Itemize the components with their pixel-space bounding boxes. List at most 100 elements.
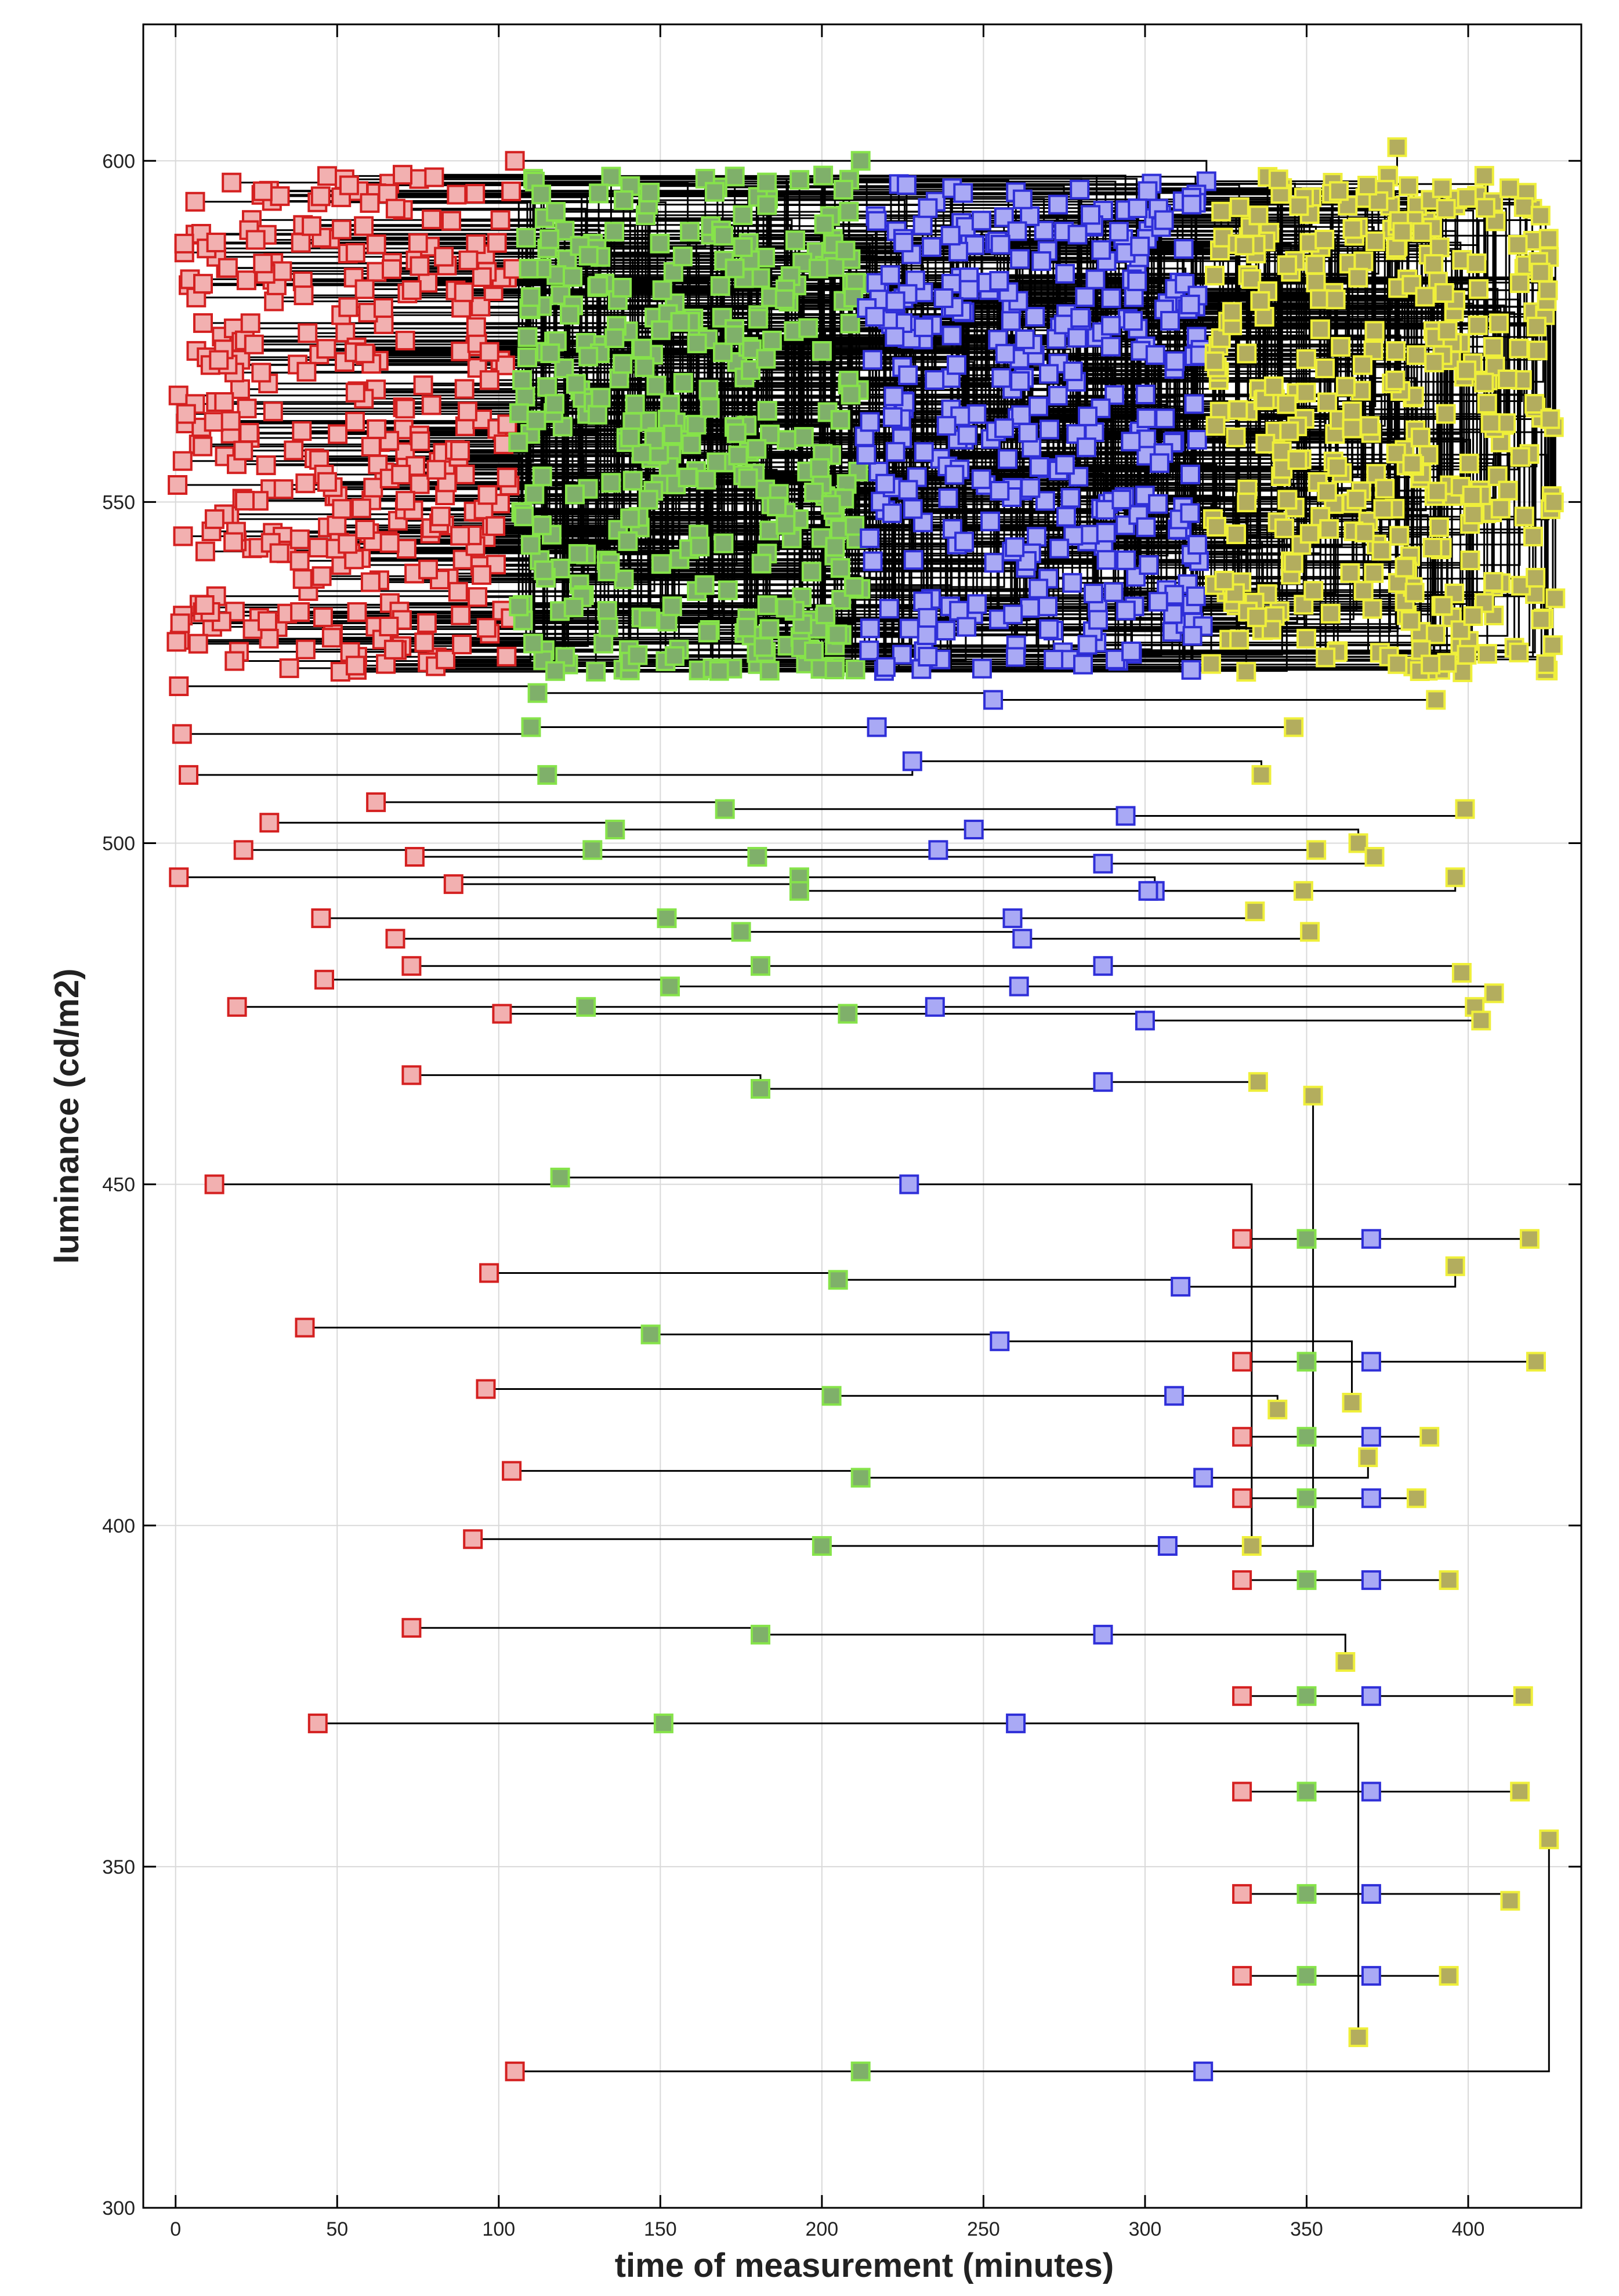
- green-data-point: [751, 1624, 770, 1645]
- yellow-data-point: [1399, 176, 1419, 196]
- blue-data-point: [991, 368, 1012, 388]
- yellow-data-point: [1429, 237, 1450, 258]
- red-data-point: [256, 455, 276, 476]
- red-data-point: [289, 529, 310, 549]
- red-data-point: [168, 385, 189, 405]
- red-data-point: [382, 259, 401, 279]
- blue-data-point: [1130, 236, 1150, 256]
- yellow-data-point: [1489, 313, 1509, 334]
- x-tick-label: 400: [1452, 2218, 1485, 2240]
- yellow-data-point: [1524, 394, 1545, 414]
- blue-data-point: [918, 647, 938, 667]
- blue-data-point: [1138, 881, 1158, 901]
- yellow-data-point: [1542, 635, 1563, 656]
- yellow-data-point: [1335, 1652, 1356, 1672]
- red-data-point: [290, 602, 310, 622]
- red-data-point: [497, 414, 517, 434]
- red-data-point: [366, 792, 386, 812]
- blue-data-point: [885, 441, 906, 462]
- red-data-point: [233, 840, 253, 860]
- red-data-point: [421, 395, 441, 415]
- blue-data-point: [1085, 269, 1106, 289]
- yellow-data-point: [1432, 178, 1452, 198]
- green-data-point: [789, 170, 810, 190]
- red-data-point: [173, 526, 193, 546]
- red-data-point: [373, 298, 393, 318]
- blue-data-point: [865, 307, 885, 327]
- green-data-point: [841, 385, 861, 405]
- red-data-point: [1232, 1426, 1252, 1447]
- blue-data-point: [1073, 654, 1093, 675]
- yellow-data-point: [1510, 1781, 1530, 1802]
- red-data-point: [317, 472, 337, 492]
- yellow-data-point: [1509, 642, 1529, 662]
- trace-connector: [312, 225, 1353, 429]
- green-data-point: [546, 202, 566, 222]
- blue-data-point: [1361, 1352, 1381, 1372]
- green-data-point: [598, 617, 618, 638]
- green-data-point: [604, 328, 625, 348]
- blue-data-point: [1012, 189, 1033, 209]
- red-data-point: [224, 651, 245, 671]
- yellow-data-point: [1455, 799, 1475, 819]
- blue-data-point: [967, 594, 987, 614]
- green-data-point: [833, 180, 853, 200]
- red-data-point: [345, 656, 365, 676]
- yellow-data-point: [1310, 506, 1331, 527]
- yellow-data-point: [1226, 427, 1246, 447]
- green-data-point: [733, 237, 753, 257]
- green-data-point: [514, 506, 534, 527]
- yellow-data-point: [1248, 205, 1269, 226]
- yellow-data-point: [1277, 490, 1298, 510]
- yellow-data-point: [1462, 486, 1482, 505]
- red-data-point: [169, 676, 189, 696]
- yellow-data-point: [1457, 188, 1477, 208]
- green-data-point: [725, 258, 745, 278]
- green-data-point: [776, 515, 796, 535]
- green-data-point: [512, 370, 533, 390]
- blue-data-point: [1076, 437, 1096, 458]
- green-data-point: [850, 1468, 871, 1488]
- yellow-data-point: [1267, 1399, 1288, 1419]
- yellow-data-point: [1241, 269, 1262, 289]
- blue-data-point: [966, 404, 987, 424]
- yellow-data-point: [1451, 963, 1472, 983]
- red-data-point: [466, 234, 486, 254]
- green-data-point: [1296, 1884, 1317, 1904]
- green-data-point: [725, 325, 745, 345]
- blue-data-point: [953, 183, 973, 203]
- green-data-point: [534, 560, 554, 581]
- green-data-point: [736, 617, 756, 638]
- green-data-point: [747, 847, 767, 867]
- green-data-point: [785, 230, 805, 251]
- red-data-point: [495, 355, 515, 375]
- blue-data-point: [1180, 503, 1200, 523]
- green-data-point: [622, 470, 643, 491]
- yellow-data-point: [1205, 416, 1226, 436]
- red-data-point: [193, 436, 213, 457]
- blue-data-point: [902, 751, 922, 772]
- red-data-point: [451, 605, 471, 625]
- green-data-point: [750, 268, 770, 288]
- green-data-point: [850, 151, 871, 171]
- green-data-point: [672, 247, 693, 267]
- yellow-data-point: [1468, 315, 1488, 335]
- green-data-point: [757, 195, 777, 215]
- red-data-point: [354, 216, 374, 236]
- blue-data-point: [1005, 537, 1025, 557]
- blue-data-point: [1096, 550, 1117, 570]
- green-data-point: [733, 205, 753, 225]
- red-data-point: [476, 618, 497, 638]
- green-data-point: [601, 166, 621, 187]
- yellow-data-point: [1346, 489, 1367, 509]
- red-data-point: [195, 541, 215, 562]
- blue-data-point: [1139, 555, 1159, 575]
- yellow-data-point: [1531, 609, 1551, 629]
- red-data-point: [451, 341, 471, 361]
- yellow-data-point: [1296, 349, 1316, 370]
- y-tick-label: 550: [102, 491, 135, 513]
- y-tick-label: 450: [102, 1174, 135, 1196]
- green-data-point: [632, 338, 653, 358]
- yellow-data-point: [1204, 351, 1225, 371]
